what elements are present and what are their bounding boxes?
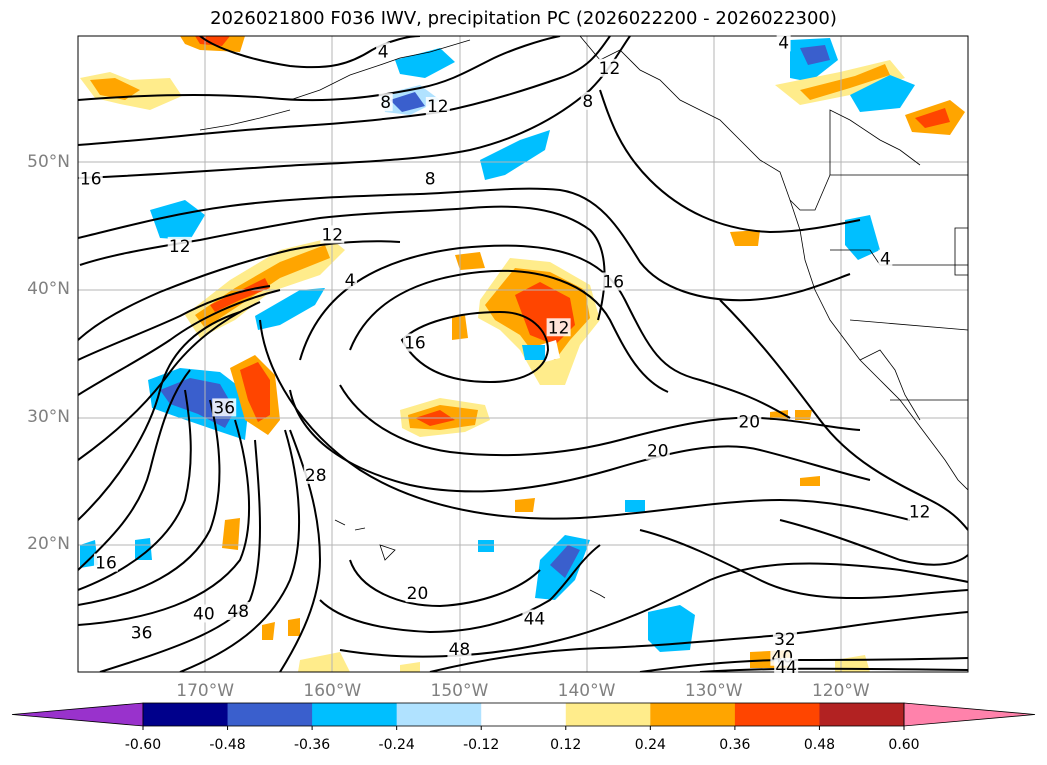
contour-label: 16	[80, 169, 102, 189]
colorbar-segment	[227, 703, 313, 726]
contour-label-bg	[447, 640, 472, 659]
colorbar-tick-label: 0.60	[888, 737, 920, 753]
colorbar-tick-label: 0.48	[803, 737, 836, 753]
colorbar-segment	[312, 703, 398, 726]
colorbar	[11, 702, 1036, 730]
contour-label: 16	[404, 334, 426, 354]
colorbar-frame	[142, 702, 905, 727]
contour-label-bg	[878, 249, 893, 268]
contour-label: 36	[213, 398, 235, 418]
lat-tick-label: 40°N	[27, 279, 70, 300]
colorbar-segment	[143, 703, 229, 726]
contour-label-bg	[737, 412, 762, 431]
contour-label: 4	[378, 42, 389, 62]
contour-label: 12	[169, 237, 191, 257]
map-title: 2026021800 F036 IWV, precipitation PC (2…	[210, 8, 837, 29]
contour-label-bg	[772, 629, 797, 648]
contour-label-bg	[425, 96, 450, 115]
contour-label-bg	[129, 623, 154, 642]
contour-label: 48	[227, 602, 249, 622]
colorbar-tick-label: -0.60	[124, 737, 162, 753]
contour-label: 12	[427, 97, 449, 117]
contour-label: 8	[425, 169, 436, 189]
map-frame	[77, 35, 969, 673]
lat-tick-label: 30°N	[27, 406, 70, 427]
contour-label: 44	[524, 610, 546, 630]
lon-tick-label: 160°W	[303, 681, 362, 701]
colorbar-tick-label: 0.36	[719, 737, 751, 753]
coastlines	[199, 36, 968, 599]
contour-label-bg	[405, 584, 430, 603]
iwv-contours	[78, 36, 968, 672]
contour-label: 20	[738, 412, 760, 432]
lat-tick-label: 20°N	[27, 533, 70, 554]
contour-label-bg	[423, 169, 438, 188]
colorbar-segment	[734, 703, 820, 726]
colorbar-segment	[481, 703, 567, 726]
colorbar-tick-label: -0.12	[463, 737, 500, 753]
lon-tick-label: 130°W	[684, 681, 743, 701]
colorbar-segment	[565, 703, 651, 726]
contour-label-bg	[78, 169, 103, 188]
contour-label: 4	[880, 250, 891, 270]
contour-label-bg	[601, 272, 626, 291]
contour-label-bg	[378, 93, 393, 112]
contour-label-bg	[597, 58, 622, 77]
contour-label: 8	[380, 93, 391, 113]
contour-label: 16	[95, 554, 117, 574]
contour-label-bg	[93, 553, 118, 572]
contour-label: 28	[305, 466, 327, 486]
contour-label-bg	[907, 502, 932, 521]
contour-label: 4	[345, 271, 356, 291]
colorbar-segment	[650, 703, 736, 726]
lat-tick-label: 50°N	[27, 152, 70, 173]
contour-label-bg	[402, 333, 427, 352]
contour-label: 4	[778, 33, 789, 53]
contour-label-bg	[212, 398, 237, 417]
colorbar-tick-label: 0.24	[634, 737, 666, 753]
contour-label: 20	[647, 442, 669, 462]
contour-label-bg	[546, 318, 571, 337]
contour-label: 36	[131, 624, 153, 644]
contour-label-bg	[645, 441, 670, 460]
contour-label-bg	[776, 33, 791, 52]
colorbar-tick-label: -0.24	[378, 737, 415, 753]
contour-label: 44	[775, 658, 797, 678]
contour-label: 32	[774, 630, 796, 650]
colorbar-tick-label: -0.36	[293, 737, 331, 753]
colorbar-segment	[819, 703, 905, 726]
lon-tick-label: 140°W	[557, 681, 616, 701]
lon-tick-label: 150°W	[430, 681, 489, 701]
colorbar-extend-high	[903, 702, 1036, 727]
lon-tick-label: 170°W	[176, 681, 235, 701]
colorbar-tick-label: -0.48	[209, 737, 246, 753]
contour-label: 12	[599, 59, 621, 79]
contour-label: 16	[602, 272, 624, 292]
colorbar-tick-label: 0.12	[550, 737, 582, 753]
contour-label: 12	[321, 225, 343, 245]
contour-label-bg	[167, 236, 192, 255]
contour-label-bg	[580, 91, 595, 110]
contour-label: 12	[548, 318, 570, 338]
contour-label-bg	[522, 609, 547, 628]
contour-label: 40	[193, 604, 215, 624]
contour-label-bg	[320, 225, 345, 244]
contour-label: 12	[909, 503, 931, 523]
contour-label-bg	[303, 465, 328, 484]
contour-label: 48	[449, 640, 471, 660]
contour-label-bg	[376, 42, 391, 61]
contour-label: 8	[582, 92, 593, 112]
contour-label: 20	[407, 584, 429, 604]
lon-tick-label: 120°W	[811, 681, 870, 701]
contour-label-bg	[774, 657, 799, 676]
contour-label-bg	[191, 604, 216, 623]
contour-label-bg	[226, 601, 251, 620]
colorbar-segment	[396, 703, 482, 726]
contour-label-bg	[343, 271, 358, 290]
colorbar-extend-low	[11, 702, 144, 727]
